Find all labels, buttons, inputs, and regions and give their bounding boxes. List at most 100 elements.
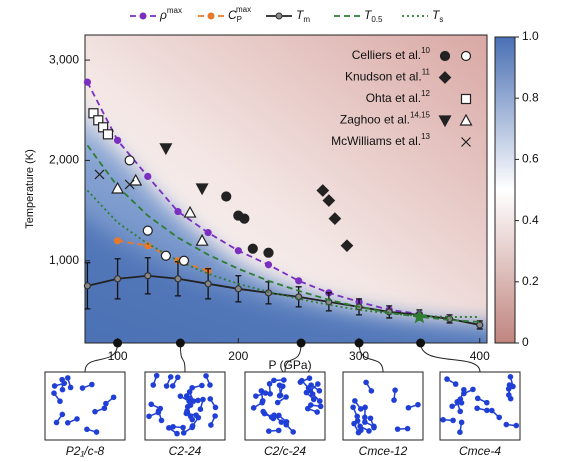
- atom: [208, 422, 214, 428]
- atom: [268, 414, 275, 420]
- atom: [474, 395, 481, 402]
- structure-box: [144, 371, 226, 441]
- point: [221, 191, 232, 202]
- atom: [449, 403, 455, 410]
- atom: [166, 425, 172, 431]
- atom: [315, 381, 321, 387]
- atom: [283, 394, 289, 400]
- legend-marker: [460, 93, 472, 105]
- atom: [415, 401, 421, 408]
- atom: [367, 415, 374, 422]
- atom: [163, 383, 170, 389]
- point: [247, 243, 258, 254]
- connector: [84, 342, 119, 373]
- legend-name: Celliers et al.: [352, 48, 421, 62]
- layer: 1,000 2,000 3,000 100 200 300 400 0 0.2 0.4 0.6 0.8…: [44, 5, 539, 458]
- point: [113, 237, 122, 245]
- atom: [371, 423, 377, 430]
- legend-sub: 0.5: [371, 15, 383, 24]
- point: [144, 172, 152, 181]
- point: [239, 213, 250, 224]
- atom: [352, 398, 358, 404]
- atom: [61, 380, 68, 387]
- connector: [179, 342, 186, 373]
- legend-label: Knudson et al.11: [345, 68, 431, 84]
- legend-label: CPmax: [228, 5, 251, 24]
- atom: [101, 405, 108, 412]
- atom: [279, 383, 286, 390]
- atom: [362, 404, 368, 411]
- legend-marker: [461, 137, 471, 147]
- atom: [513, 422, 520, 429]
- atom: [169, 383, 176, 389]
- plot-frame: [84, 34, 488, 344]
- x-tick-label: 400: [470, 349, 490, 363]
- atom: [458, 419, 465, 426]
- atom: [354, 413, 360, 420]
- atom: [276, 392, 283, 399]
- point: [328, 212, 342, 225]
- point: [174, 275, 182, 283]
- legend-name: Ohta et al.: [366, 91, 421, 105]
- atom: [174, 430, 180, 437]
- y-tick-label: 1,000: [49, 253, 79, 267]
- atom: [57, 398, 63, 405]
- atom: [274, 399, 281, 406]
- colorbar: [494, 36, 516, 344]
- phase-label: C2/c-24: [264, 444, 306, 458]
- atom: [51, 383, 58, 389]
- point: [83, 282, 92, 290]
- legend-marker: [459, 113, 473, 126]
- atom: [350, 404, 356, 411]
- atom: [177, 393, 184, 399]
- legend-marker: [460, 50, 472, 62]
- connector: [420, 342, 481, 373]
- atom: [187, 413, 194, 420]
- atom: [93, 429, 100, 435]
- phase-transition: [354, 338, 364, 348]
- atom: [262, 390, 269, 396]
- atom: [483, 399, 490, 406]
- point: [113, 275, 122, 283]
- atom: [212, 404, 219, 411]
- point: [94, 169, 105, 180]
- colorbar-tick-label: 1.0: [522, 29, 539, 43]
- point: [195, 233, 209, 246]
- atom: [195, 397, 201, 404]
- atom: [195, 414, 202, 421]
- atom: [308, 382, 314, 388]
- atom: [474, 405, 480, 412]
- atom: [103, 400, 109, 407]
- legend-label: T0.5: [364, 8, 383, 24]
- point: [316, 184, 330, 197]
- atom: [275, 427, 282, 434]
- atom: [281, 377, 287, 383]
- atom: [354, 418, 361, 424]
- atom: [92, 408, 98, 415]
- atom: [503, 421, 510, 428]
- legend-sup: 14,15: [410, 111, 431, 120]
- atom: [184, 403, 191, 410]
- legend-name: Knudson et al.: [345, 70, 422, 84]
- atom: [444, 376, 450, 382]
- point: [295, 277, 303, 285]
- atom: [158, 417, 165, 424]
- phase-transition: [416, 338, 426, 348]
- legend-name: T: [296, 8, 305, 22]
- atom: [110, 394, 117, 401]
- atom: [153, 372, 160, 379]
- point: [263, 247, 274, 258]
- phase-label: Cmce-12: [359, 444, 408, 458]
- point: [322, 194, 336, 207]
- atom: [59, 386, 66, 393]
- point: [159, 143, 173, 156]
- legend-marker: [207, 12, 215, 20]
- legend-sup: 11: [422, 68, 431, 77]
- legend-label: McWilliams et al.13: [331, 132, 430, 148]
- legend-name: T: [364, 8, 373, 22]
- legend-name: T: [432, 8, 441, 22]
- legend-sup: 12: [421, 89, 430, 98]
- point: [195, 183, 209, 196]
- atom: [186, 389, 193, 395]
